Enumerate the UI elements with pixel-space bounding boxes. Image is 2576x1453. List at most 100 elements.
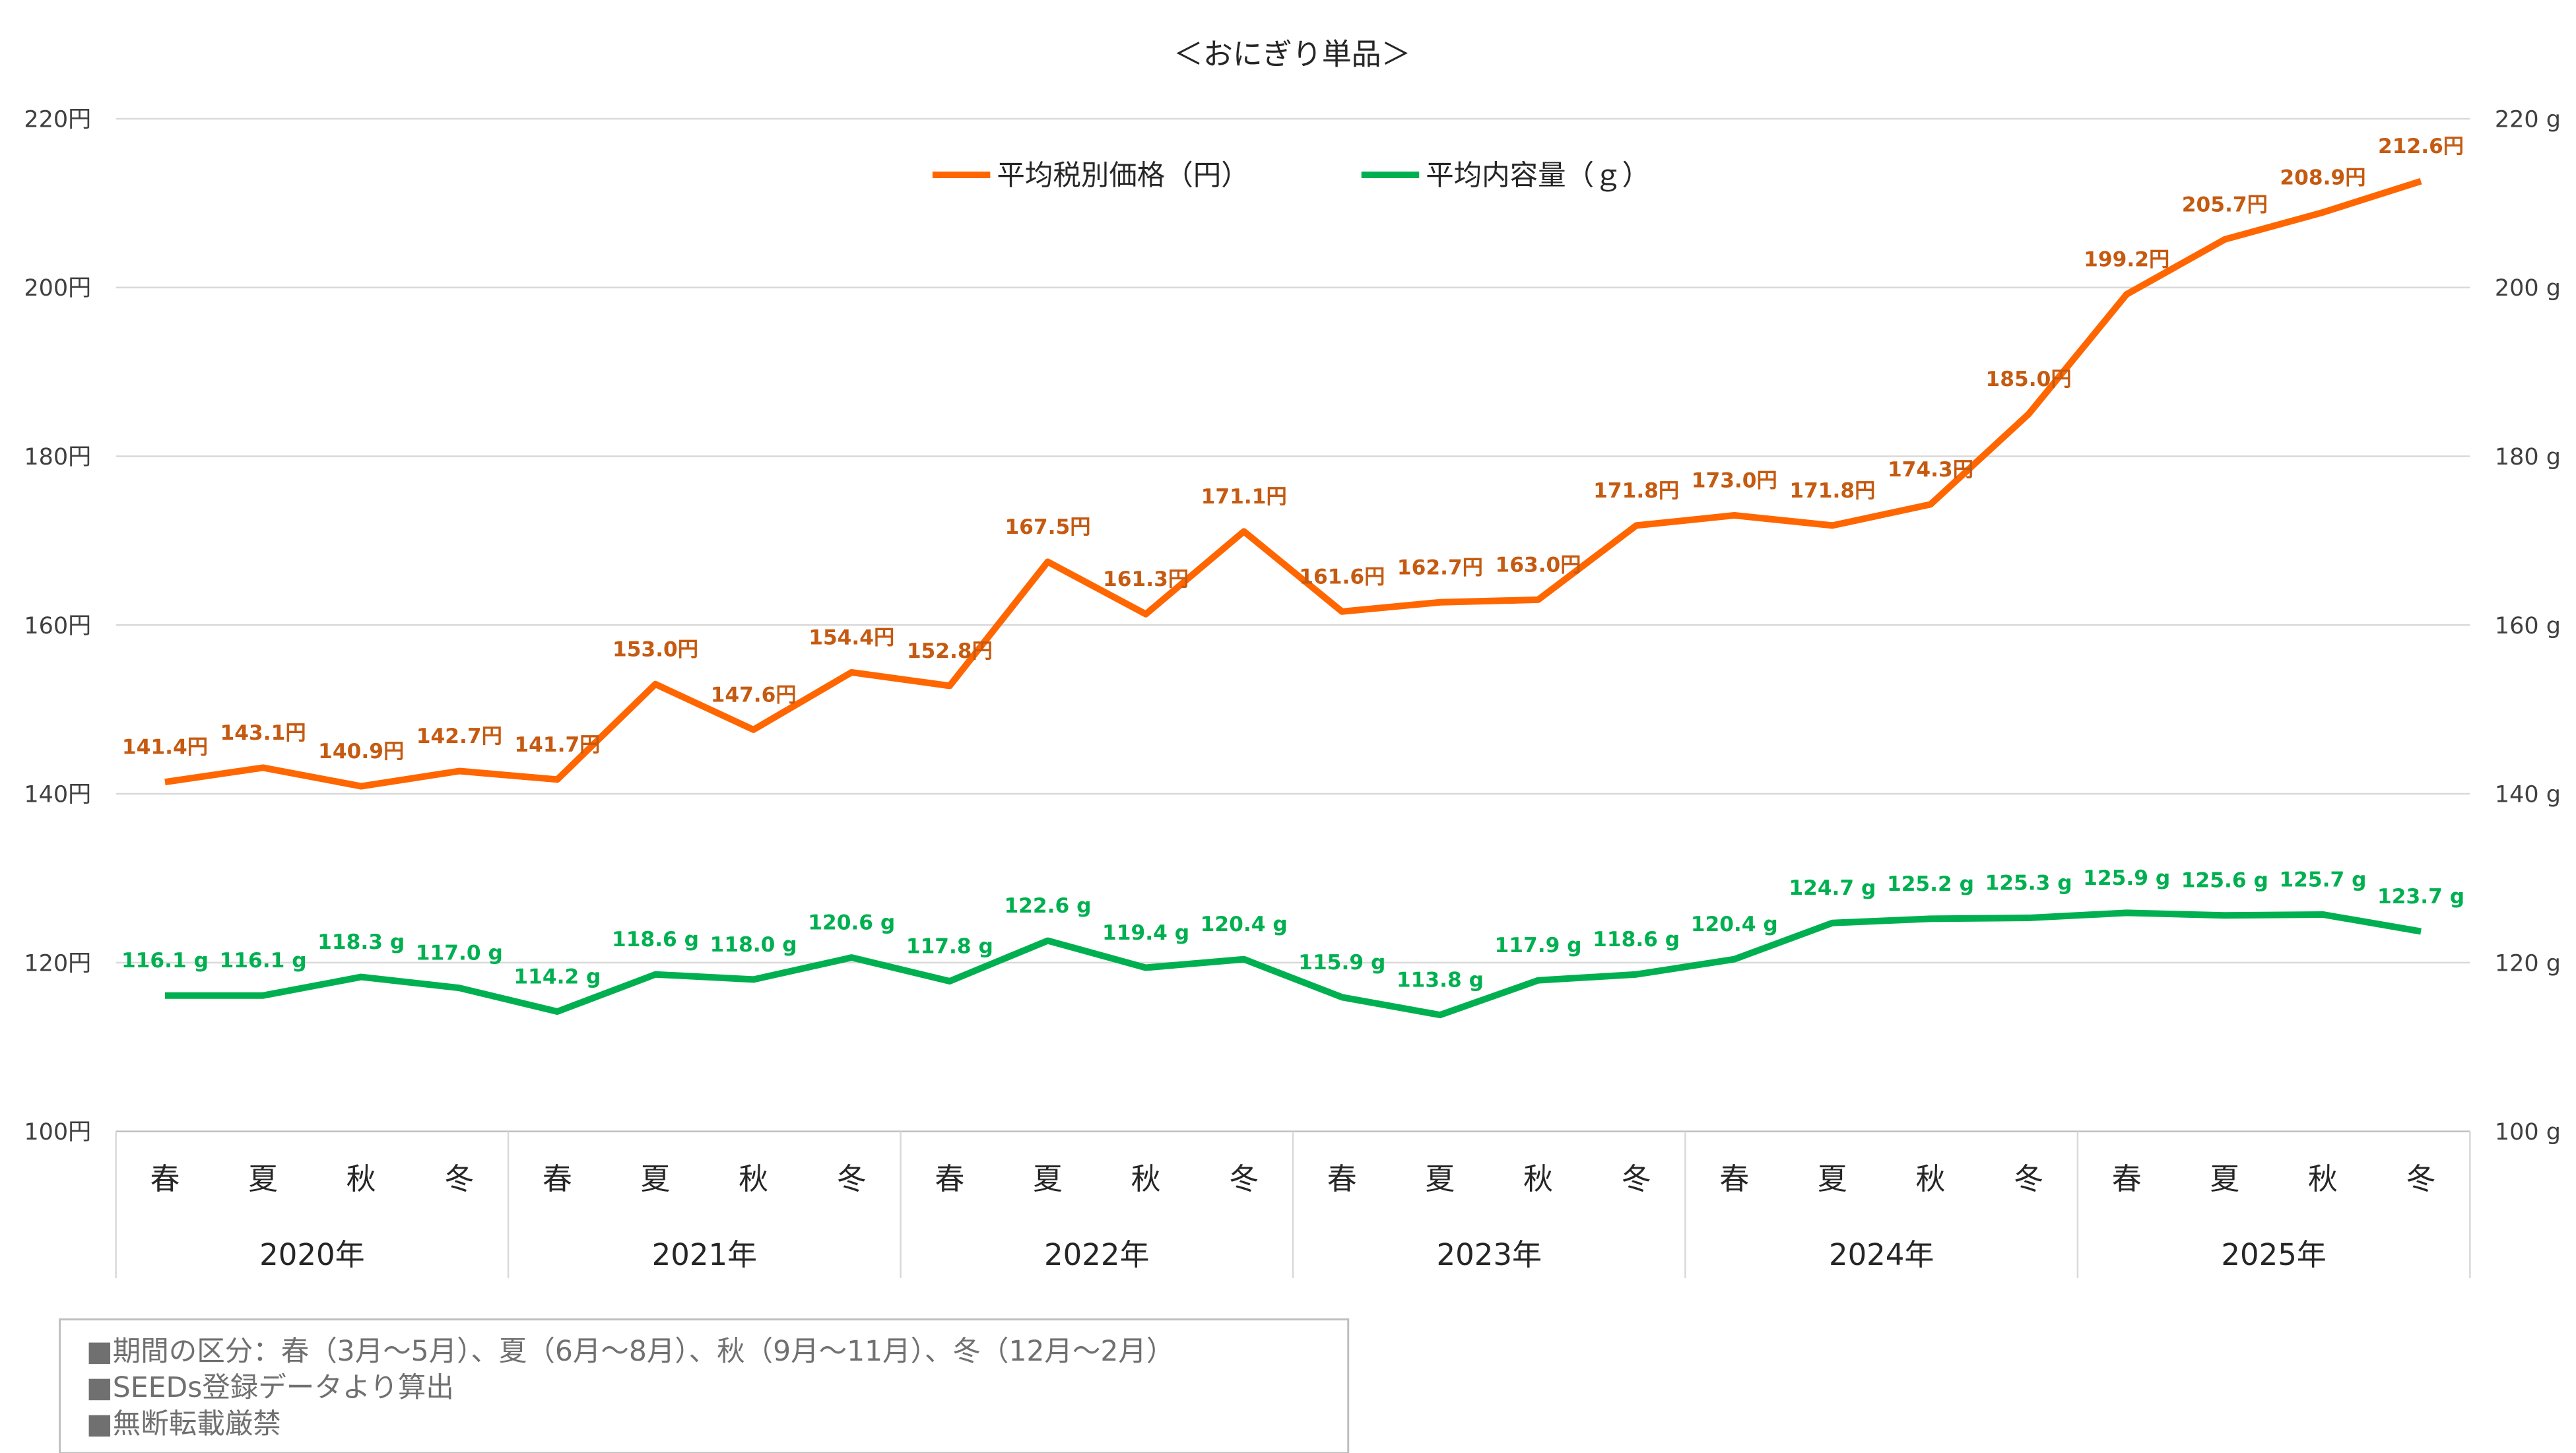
x-season-label: 夏 (248, 1161, 278, 1196)
data-labels: 141.4円 143.1円 140.9円 142.7円 141.7円 153.0円 147.… (121, 135, 2464, 992)
notes-box: ■期間の区分：春（3月～5月）、夏（6月～8月）、秋（9月～11月）、冬（12月… (59, 1318, 1350, 1453)
weight-data-label: 125.9 g (2083, 866, 2170, 890)
weight-data-label: 123.7 g (2377, 885, 2464, 909)
weight-data-label: 114.2 g (513, 965, 601, 989)
price-data-label: 142.7円 (416, 725, 502, 748)
x-year-label: 2021年 (652, 1237, 757, 1272)
y-right-tick-label: 160 g (2495, 613, 2561, 639)
x-season-label: 夏 (2210, 1161, 2239, 1196)
x-year-label: 2023年 (1437, 1237, 1542, 1272)
x-season-label: 夏 (1425, 1161, 1455, 1196)
gridlines (116, 117, 2470, 1132)
price-data-label: 205.7円 (2182, 193, 2268, 216)
y-right-tick-label: 220 g (2495, 106, 2561, 133)
x-season-label: 秋 (739, 1161, 768, 1196)
legend: 平均税別価格（円） 平均内容量（ｇ） (932, 160, 1650, 192)
x-season-label: 夏 (641, 1161, 671, 1196)
y-right-tick-label: 180 g (2495, 444, 2561, 470)
x-season-label: 冬 (2406, 1161, 2436, 1196)
x-season-label: 春 (150, 1161, 180, 1196)
price-data-label: 161.6円 (1299, 565, 1385, 589)
weight-data-label: 124.7 g (1789, 876, 1876, 900)
price-data-label: 173.0円 (1692, 469, 1777, 493)
x-season-label: 秋 (2308, 1161, 2338, 1196)
price-data-label: 147.6円 (711, 683, 797, 707)
price-data-label: 140.9円 (318, 740, 404, 763)
x-season-label: 春 (1327, 1161, 1357, 1196)
price-data-label: 174.3円 (1888, 458, 1973, 482)
x-season-label: 冬 (2014, 1161, 2043, 1196)
weight-data-label: 118.6 g (612, 928, 699, 952)
price-data-label: 199.2円 (2084, 247, 2169, 271)
weight-point (1439, 1014, 1441, 1016)
price-data-label: 167.5円 (1005, 515, 1090, 539)
weight-data-label: 125.6 g (2181, 869, 2268, 893)
weight-data-label: 113.8 g (1397, 969, 1484, 992)
price-data-label: 153.0円 (612, 637, 698, 661)
price-data-label: 171.1円 (1201, 485, 1287, 509)
x-season-label: 夏 (1033, 1161, 1063, 1196)
y-left-tick-label: 180円 (24, 444, 91, 470)
axes: 100円 120円 140円 160円 180円 200円 220円 100 g 120 g 14… (24, 106, 2561, 1279)
price-data-label: 171.8円 (1593, 479, 1679, 503)
price-data-label: 141.7円 (514, 733, 600, 757)
x-season-label: 秋 (1523, 1161, 1553, 1196)
note-copyright: ■無断転載厳禁 (86, 1408, 281, 1440)
weight-data-label: 117.8 g (906, 934, 993, 958)
legend-label-price: 平均税別価格（円） (997, 160, 1249, 192)
weight-line (164, 909, 2422, 1019)
x-season-label: 冬 (444, 1161, 474, 1196)
y-right-tick-label: 200 g (2495, 275, 2561, 302)
weight-data-label: 118.3 g (317, 930, 405, 954)
x-year-label: 2020年 (259, 1237, 364, 1272)
y-right-tick-label: 140 g (2495, 782, 2561, 808)
x-season-label: 夏 (1818, 1161, 1847, 1196)
price-line (164, 178, 2422, 790)
y-left-tick-label: 120円 (24, 950, 91, 977)
weight-data-label: 120.4 g (1691, 913, 1778, 936)
price-data-label: 161.3円 (1103, 567, 1189, 591)
price-data-label: 154.4円 (809, 626, 894, 649)
weight-data-label: 118.6 g (1593, 928, 1680, 952)
x-season-label: 春 (935, 1161, 964, 1196)
weight-data-label: 116.1 g (121, 949, 209, 973)
price-data-label: 162.7円 (1397, 556, 1483, 579)
x-season-label: 秋 (347, 1161, 376, 1196)
price-data-label: 163.0円 (1496, 553, 1581, 577)
weight-data-label: 117.0 g (416, 942, 503, 965)
price-data-label: 171.8円 (1789, 479, 1875, 503)
x-season-label: 春 (1719, 1161, 1749, 1196)
legend-label-weight: 平均内容量（ｇ） (1426, 160, 1650, 192)
price-data-label: 141.4円 (122, 736, 208, 759)
chart-title: ＜おにぎり単品＞ (1173, 36, 1411, 71)
x-year-label: 2025年 (2221, 1237, 2326, 1272)
weight-data-label: 125.2 g (1887, 872, 1974, 896)
y-right-tick-label: 120 g (2495, 950, 2561, 977)
x-season-label: 冬 (1622, 1161, 1651, 1196)
x-season-label: 冬 (1229, 1161, 1259, 1196)
y-right-tick-label: 100 g (2495, 1119, 2561, 1146)
y-left-tick-label: 100円 (24, 1119, 91, 1146)
y-left-tick-label: 140円 (24, 782, 91, 808)
weight-data-label: 125.7 g (2279, 868, 2366, 891)
series-lines (164, 178, 2422, 1019)
y-left-tick-label: 200円 (24, 275, 91, 302)
weight-data-label: 125.3 g (1985, 872, 2072, 895)
x-season-label: 秋 (1915, 1161, 1945, 1196)
y-left-tick-label: 220円 (24, 106, 91, 133)
weight-data-label: 120.6 g (808, 911, 895, 935)
weight-data-label: 122.6 g (1004, 894, 1091, 918)
note-period: ■期間の区分：春（3月～5月）、夏（6月～8月）、秋（9月～11月）、冬（12月… (86, 1336, 1175, 1368)
weight-data-label: 116.1 g (220, 949, 307, 973)
x-season-label: 春 (543, 1161, 572, 1196)
x-year-label: 2024年 (1829, 1237, 1934, 1272)
price-data-label: 208.9円 (2280, 166, 2365, 189)
y-left-tick-label: 160円 (24, 613, 91, 639)
price-data-label: 152.8円 (907, 639, 993, 663)
price-data-label: 143.1円 (220, 721, 306, 745)
note-source: ■SEEDs登録データより算出 (86, 1372, 454, 1404)
weight-data-label: 119.4 g (1102, 921, 1189, 945)
price-data-label: 185.0円 (1986, 368, 2072, 391)
weight-data-label: 120.4 g (1201, 913, 1288, 936)
